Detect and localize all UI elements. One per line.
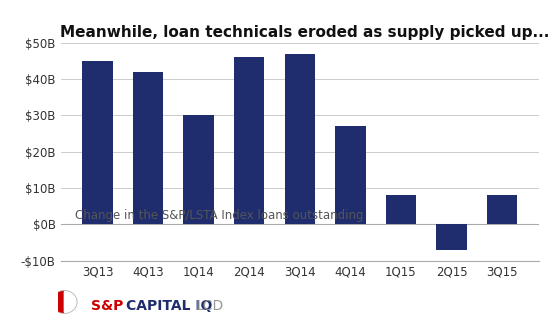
Circle shape: [52, 291, 77, 313]
Bar: [183, 115, 214, 224]
Bar: [82, 61, 113, 224]
Bar: [234, 57, 265, 224]
Bar: [335, 126, 366, 224]
Bar: [284, 54, 315, 224]
Bar: [133, 72, 163, 224]
Text: S&P: S&P: [91, 300, 123, 313]
Text: LCD: LCD: [195, 300, 223, 313]
Text: Meanwhile, loan technicals eroded as supply picked up...: Meanwhile, loan technicals eroded as sup…: [60, 25, 550, 40]
Text: Change in the S&P/LSTA Index loans outstanding: Change in the S&P/LSTA Index loans outst…: [75, 209, 364, 222]
Text: CAPITAL IQ: CAPITAL IQ: [126, 300, 213, 313]
Wedge shape: [53, 292, 64, 312]
Wedge shape: [64, 292, 76, 312]
Bar: [487, 195, 517, 224]
Bar: [386, 195, 416, 224]
Bar: [436, 224, 466, 250]
